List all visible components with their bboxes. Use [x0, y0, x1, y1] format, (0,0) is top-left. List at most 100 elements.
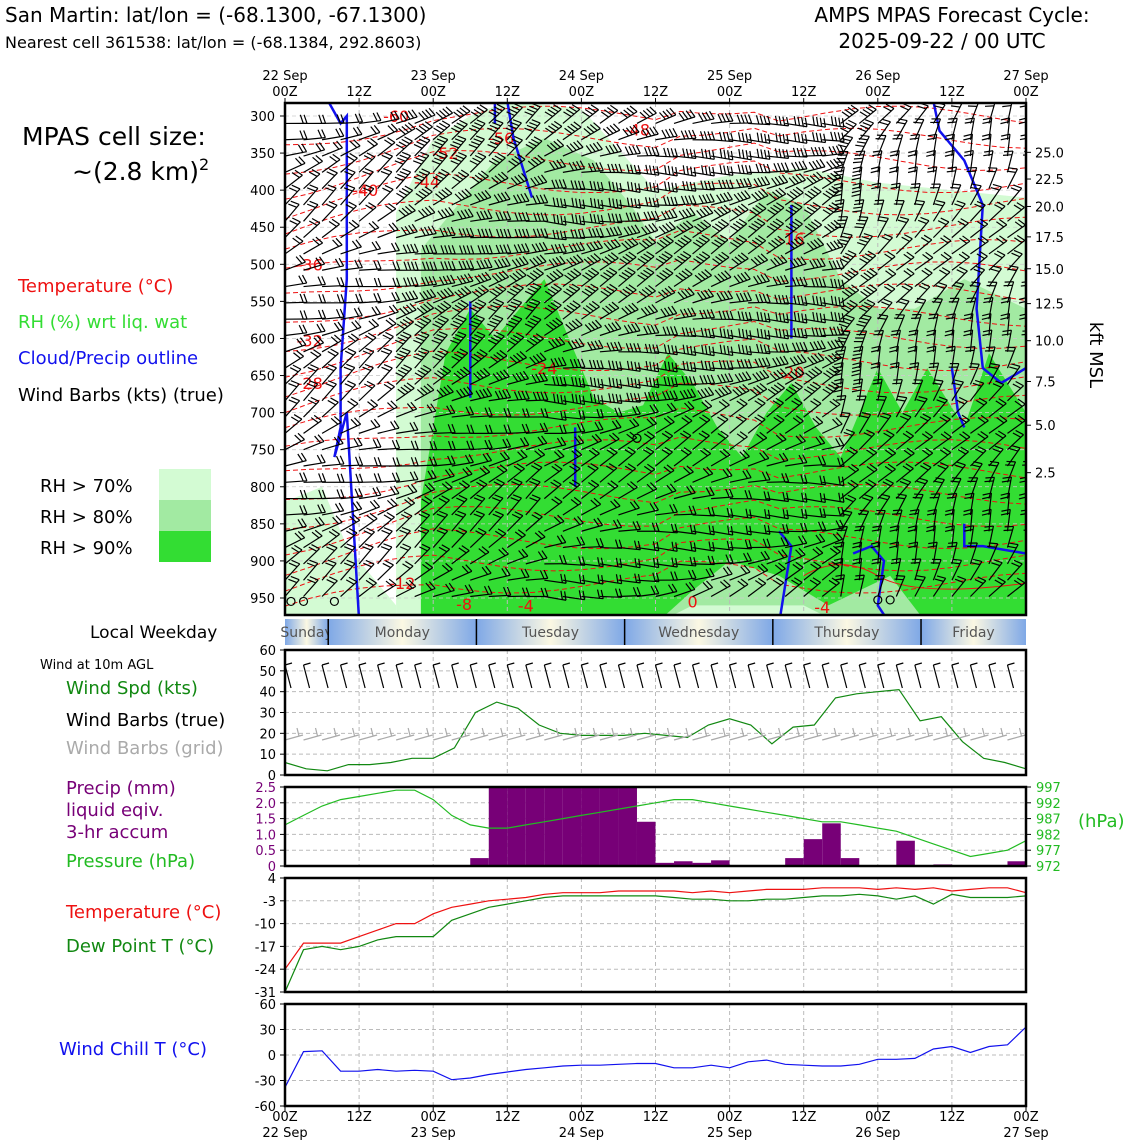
- wind-barb: [692, 251, 711, 271]
- wind-barb: [748, 293, 771, 304]
- wind-barb: [933, 235, 952, 255]
- wind-barb: [636, 267, 655, 288]
- wind-barb-true: [636, 662, 645, 689]
- wind-barb: [912, 493, 924, 516]
- wind-barb: [748, 343, 771, 355]
- wind-barb: [451, 188, 472, 206]
- top-date-label: 23 Sep: [411, 69, 456, 84]
- wind-barb: [729, 449, 750, 467]
- wind-barb: [909, 133, 921, 157]
- wind-barb: [914, 431, 933, 451]
- wind-barb: [340, 398, 359, 418]
- wind-barb: [507, 256, 529, 271]
- wind-barb: [524, 119, 541, 141]
- wind-barb: [766, 473, 790, 483]
- wind-barb: [945, 133, 955, 157]
- wind-barb: [729, 508, 752, 519]
- y-tick-label: 4: [268, 872, 276, 887]
- wind-barb: [1007, 202, 1025, 222]
- wind-barb: [340, 333, 359, 353]
- wind-barb: [932, 379, 944, 402]
- wind-barb: [562, 376, 586, 388]
- wind-barb: [507, 228, 530, 239]
- wind-barb: [840, 446, 858, 467]
- legend-rh90-label: RH > 90%: [40, 538, 133, 559]
- wind-barb: [581, 393, 604, 405]
- wind-barb: [340, 239, 362, 255]
- wind-barb: [692, 374, 716, 386]
- wind-barb: [1019, 313, 1026, 336]
- kft-tick-label: 7.5: [1035, 375, 1056, 390]
- wind-barb: [857, 509, 870, 532]
- wind-barb: [964, 525, 975, 548]
- wind-barb: [285, 254, 306, 271]
- wind-barb: [673, 148, 697, 159]
- wind-barb: [986, 167, 998, 189]
- wind-barb: [655, 446, 673, 467]
- wind-barb: [914, 282, 931, 304]
- wind-barb: [784, 397, 803, 418]
- top-hour-label: 12Z: [643, 85, 669, 100]
- wind-barb: [470, 258, 493, 271]
- wind-barb: [395, 526, 411, 548]
- bottom-date-label: 26 Sep: [855, 1126, 900, 1140]
- wind-barb: [988, 183, 1003, 206]
- wind-barb: [692, 506, 716, 517]
- wind-barb: [636, 106, 657, 124]
- top-hour-label: 12Z: [939, 85, 965, 100]
- wind-barb: [877, 283, 896, 304]
- wind-barb: [840, 479, 859, 500]
- wind-barb: [748, 132, 771, 144]
- wind-barb: [562, 241, 586, 255]
- wind-barb: [544, 436, 567, 451]
- bottom-hour-label: 00Z: [272, 1110, 298, 1125]
- wind-barb: [747, 383, 768, 402]
- wind-barb: [358, 240, 382, 255]
- pressure-tick-label: 987: [1036, 813, 1061, 828]
- wind-barb: [655, 127, 678, 141]
- wind-barb: [803, 171, 824, 190]
- wind-barb: [507, 408, 530, 418]
- wind-barb: [785, 327, 808, 339]
- wind-barb: [1022, 150, 1026, 173]
- wind-barb: [858, 299, 876, 320]
- wind-barb: [562, 448, 583, 467]
- wind-barb: [599, 252, 619, 271]
- wind-barb: [469, 479, 488, 500]
- wind-barb: [340, 513, 361, 532]
- wind-barb: [673, 447, 692, 467]
- wind-barb: [470, 209, 493, 222]
- wind-barb: [673, 109, 696, 124]
- wind-barb-true: [525, 662, 533, 689]
- wind-barb: [599, 197, 623, 210]
- calm-circle: [632, 433, 642, 443]
- bottom-hour-label: 12Z: [939, 1110, 965, 1125]
- title-right-2: 2025-09-22 / 00 UTC: [838, 29, 1045, 53]
- wind-barb: [673, 541, 697, 552]
- top-hour-label: 00Z: [569, 85, 595, 100]
- wind-barb: [1002, 103, 1013, 124]
- pressure-tick-label: 600: [250, 332, 275, 347]
- wind-barb: [303, 516, 325, 532]
- wind-barb: [636, 164, 660, 176]
- wind-barb: [340, 437, 363, 451]
- wind-barb: [321, 348, 339, 369]
- wind-barb: [839, 250, 857, 271]
- wind-barb: [581, 463, 599, 483]
- wind-barb: [562, 435, 585, 451]
- wind-barb: [581, 319, 603, 337]
- wind-barb: [834, 574, 845, 597]
- wind-barb: [710, 328, 734, 340]
- wind-barb: [907, 525, 918, 548]
- wind-barb: [673, 344, 697, 356]
- panel-frame: [283, 648, 1028, 777]
- wind-barb-true: [377, 662, 385, 689]
- wind-barb: [969, 281, 981, 304]
- wind-barb: [729, 384, 750, 402]
- legend-precip: Precip (mm): [66, 778, 176, 799]
- wind-barb: [967, 103, 979, 124]
- wind-barb: [985, 346, 996, 369]
- wind-barb: [525, 408, 549, 418]
- wind-barb: [766, 328, 789, 340]
- wind-barb: [944, 508, 955, 532]
